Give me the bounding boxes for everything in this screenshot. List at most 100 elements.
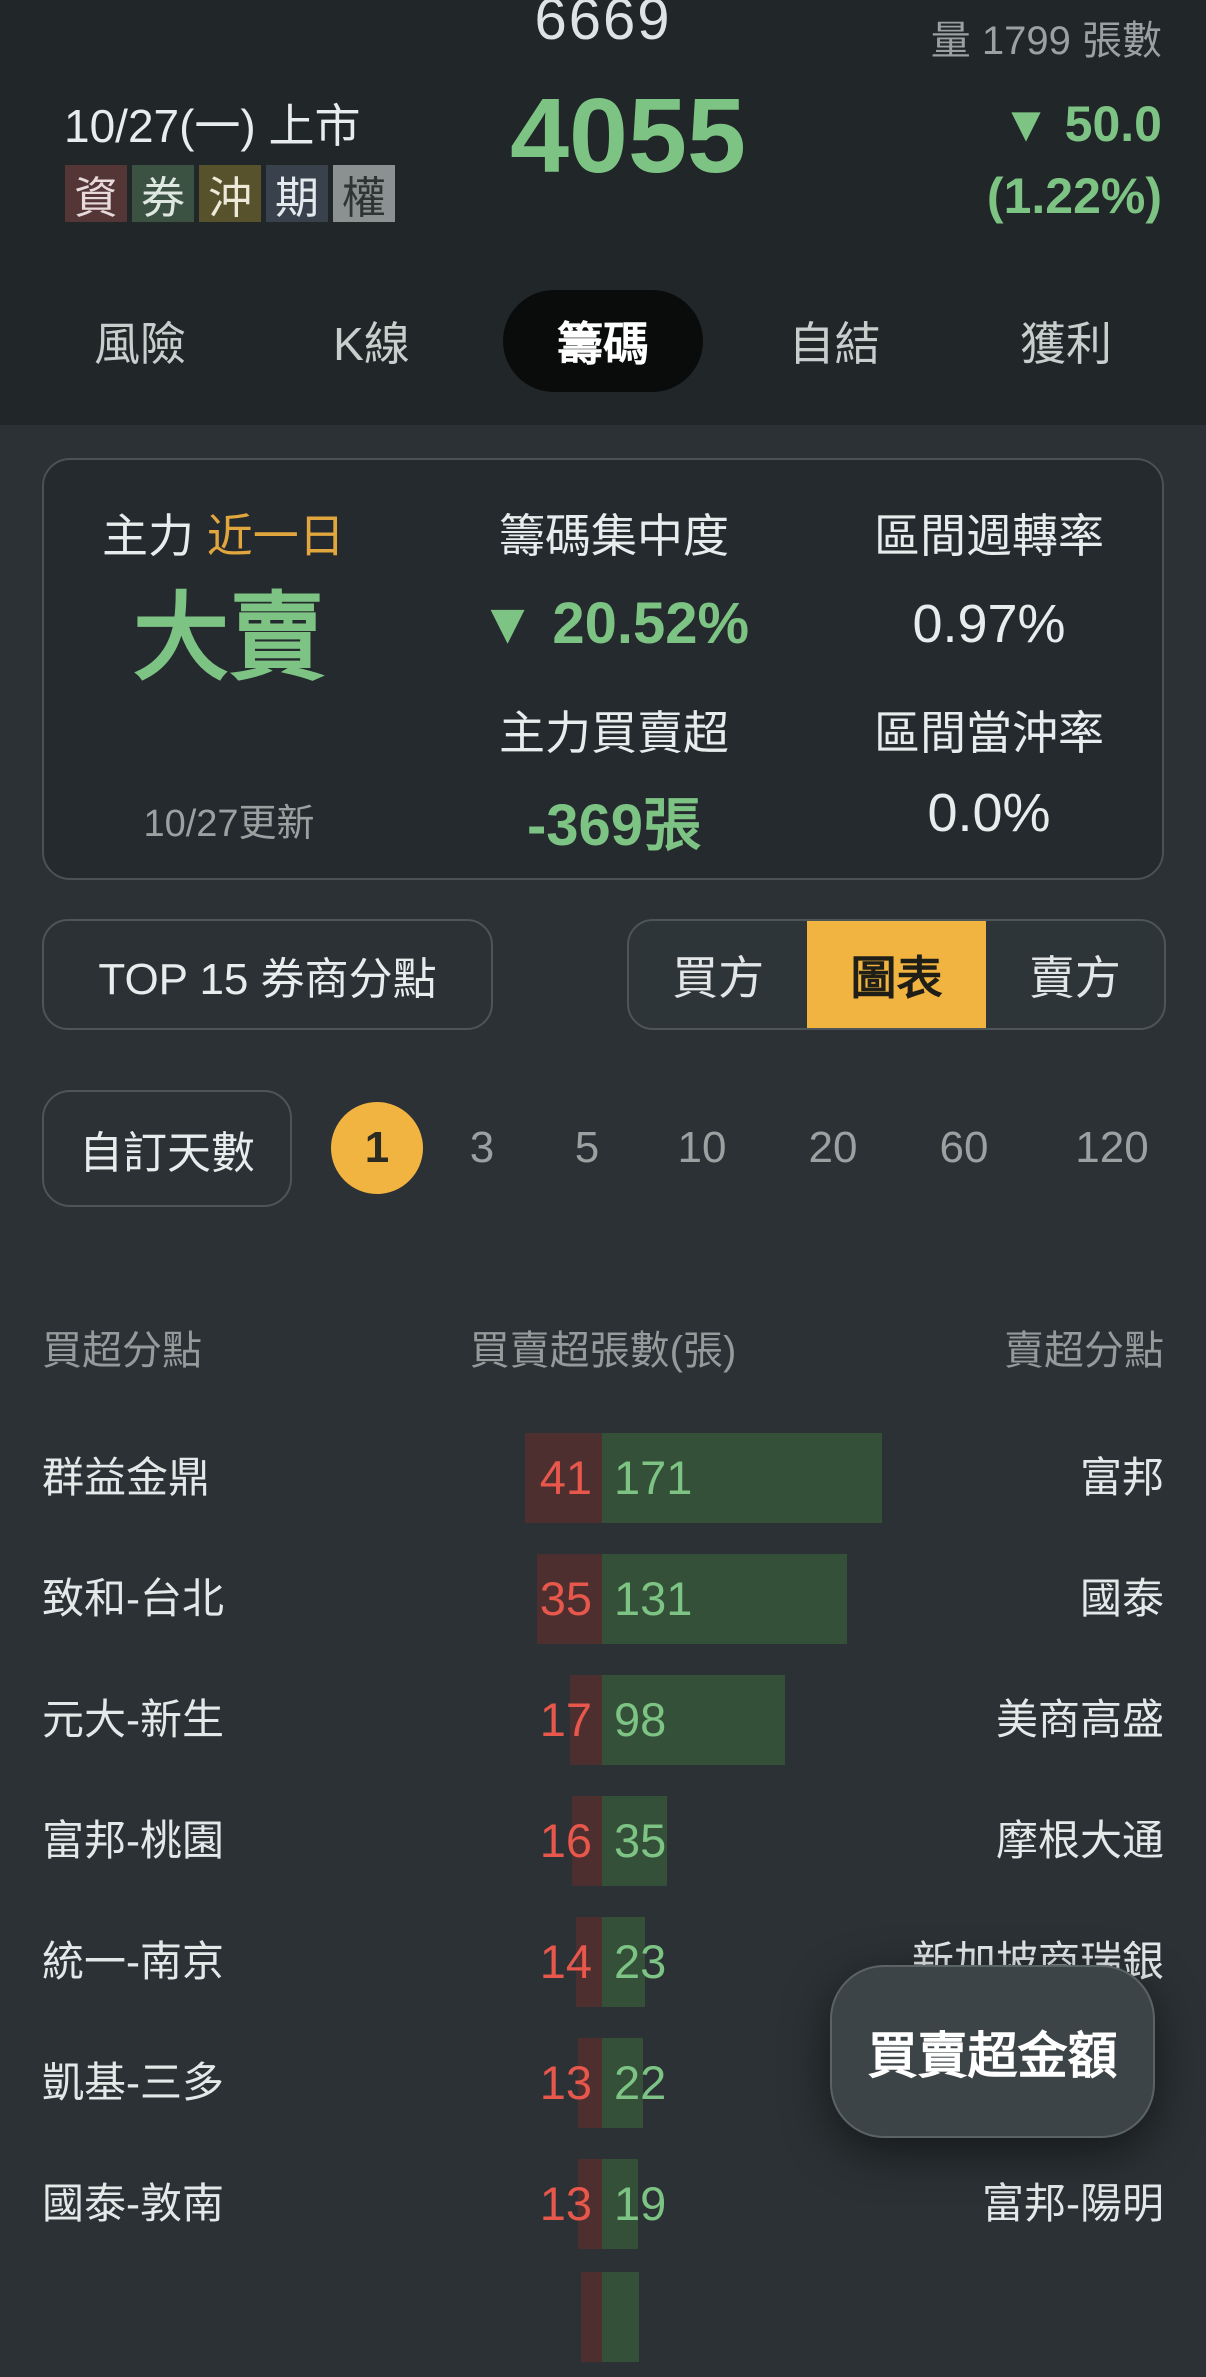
sell-value: 23: [614, 1935, 667, 1988]
stock-symbol: 6669: [534, 0, 672, 52]
buy-broker-name: 統一-南京: [42, 1938, 224, 1985]
volume-label: 量: [930, 19, 971, 63]
volume-value: 1799: [981, 19, 1071, 63]
view-mode-segmented-control: 買方 圖表 賣方: [627, 919, 1166, 1030]
sell-value: 171: [614, 1451, 693, 1504]
custom-days-button[interactable]: 自訂天數: [42, 1090, 292, 1207]
segment-sell-side[interactable]: 賣方: [1028, 951, 1121, 1004]
buy-broker-name: 致和-台北: [42, 1575, 224, 1622]
sell-bar: [602, 2159, 638, 2249]
buy-value: 13: [539, 2056, 592, 2109]
tab-chips[interactable]: 籌碼: [503, 290, 703, 392]
sell-broker-name: 國泰: [1079, 1575, 1164, 1622]
day-chip-5[interactable]: 5: [574, 1123, 600, 1172]
tab-risk[interactable]: 風險: [94, 318, 186, 370]
sell-bar: [602, 1675, 786, 1765]
buy-value: 13: [539, 2177, 592, 2230]
buy-broker-name: 群益金鼎: [42, 1454, 211, 1501]
buy-value: 41: [539, 1451, 592, 1504]
buy-bar: [572, 1796, 602, 1886]
table-row[interactable]: 富邦-桃園 16 35 摩根大通: [0, 1781, 1206, 1901]
badge-options: 權: [333, 165, 395, 223]
sell-bar: [602, 1917, 645, 2007]
sell-bar: [602, 1554, 847, 1644]
buy-bar: [536, 1554, 602, 1644]
daytrade-rate-label: 區間當沖率: [874, 707, 1104, 759]
sell-bar: [602, 1796, 668, 1886]
net-amount-floating-button[interactable]: 買賣超金額: [830, 1965, 1155, 2138]
turnover-label: 區間週轉率: [874, 510, 1104, 562]
sell-broker-name: 美商高盛: [995, 1696, 1164, 1743]
sell-value: 131: [614, 1572, 693, 1625]
segment-chart[interactable]: 圖表: [807, 921, 986, 1028]
day-chip-20[interactable]: 20: [808, 1123, 858, 1172]
sell-value: 35: [614, 1814, 667, 1867]
concentration-value: ▼ 20.52%: [389, 590, 839, 657]
main-label: 主力: [102, 510, 194, 562]
market-type: 上市: [268, 100, 361, 152]
table-row[interactable]: 元大-新生 17 98 美商高盛: [0, 1660, 1206, 1780]
change-percent: (1.22%): [986, 168, 1162, 224]
buy-bar: [581, 2272, 602, 2362]
table-row-partial[interactable]: [0, 2257, 1206, 2377]
sell-brokers-header: 賣超分點: [1004, 1329, 1164, 1373]
updated-date: 10/27更新: [143, 803, 315, 845]
badge-futures: 期: [266, 165, 328, 223]
table-row[interactable]: 群益金鼎 41 171 富邦: [0, 1418, 1206, 1538]
day-chip-120[interactable]: 120: [1075, 1123, 1149, 1172]
sell-broker-name: 摩根大通: [995, 1817, 1164, 1864]
top15-brokers-button[interactable]: TOP 15 券商分點: [42, 919, 493, 1030]
badge-margin: 資: [65, 165, 127, 223]
trade-date: 10/27(一): [64, 100, 256, 152]
table-row[interactable]: 致和-台北 35 131 國泰: [0, 1539, 1206, 1659]
buy-value: 35: [539, 1572, 592, 1625]
tab-kline[interactable]: K線: [333, 318, 410, 370]
sell-bar: [602, 2038, 644, 2128]
sell-bar: [602, 1433, 882, 1523]
down-triangle-icon: ▼: [1001, 96, 1051, 152]
turnover-value: 0.97%: [912, 594, 1066, 654]
table-row[interactable]: 國泰-敦南 13 19 富邦-陽明: [0, 2144, 1206, 2264]
change-value: 50.0: [1064, 96, 1162, 152]
margin-badges: 資 券 沖 期 權: [65, 165, 395, 223]
date-market: 10/27(一) 上市: [64, 90, 361, 156]
main-force-summary-card: 主力 近一日 大賣 10/27更新 籌碼集中度 ▼ 20.52% 主力買賣超 -…: [42, 458, 1164, 880]
net-volume-header: 買賣超張數(張): [469, 1329, 737, 1373]
daytrade-rate-value: 0.0%: [927, 783, 1051, 843]
net-buy-sell-value: -369張: [526, 793, 702, 858]
day-chip-10[interactable]: 10: [677, 1123, 727, 1172]
sell-bar: [602, 2272, 639, 2362]
period-label: 近一日: [206, 510, 345, 562]
table-row[interactable]: 凱基-三多 13 22: [0, 2023, 1206, 2143]
sell-value: 22: [614, 2056, 667, 2109]
net-buy-sell-label: 主力買賣超: [499, 707, 729, 759]
main-force-label: 主力 近一日: [102, 500, 345, 566]
tab-self-settlement[interactable]: 自結: [788, 318, 881, 370]
header: 6669 量 1799 張數 10/27(一) 上市 4055 ▼ 50.0 (…: [0, 0, 1206, 425]
buy-brokers-header: 買超分點: [42, 1329, 202, 1373]
down-triangle-icon: ▼: [478, 591, 537, 656]
volume-readout: 量 1799 張數: [931, 8, 1162, 66]
volume-unit: 張數: [1082, 19, 1162, 63]
stock-price: 4055: [510, 77, 746, 195]
buy-broker-name: 凱基-三多: [42, 2059, 224, 2106]
badge-short: 券: [132, 165, 194, 223]
buy-bar: [570, 1675, 602, 1765]
buy-broker-name: 富邦-桃園: [42, 1817, 224, 1864]
day-chip-60[interactable]: 60: [939, 1123, 989, 1172]
buy-broker-name: 國泰-敦南: [42, 2180, 224, 2227]
concentration-number: 20.52%: [552, 591, 750, 656]
segment-buy-side[interactable]: 買方: [672, 951, 765, 1004]
tab-profit[interactable]: 獲利: [1020, 318, 1112, 370]
badge-daytrade: 沖: [199, 165, 261, 223]
concentration-label: 籌碼集中度: [499, 510, 729, 562]
buy-value: 16: [539, 1814, 592, 1867]
buy-broker-name: 元大-新生: [42, 1696, 224, 1743]
day-chip-1[interactable]: 1: [331, 1102, 423, 1194]
sell-value: 98: [614, 1693, 667, 1746]
tab-bar: 風險 K線 籌碼 自結 獲利: [40, 290, 1166, 392]
buy-bar: [575, 1917, 602, 2007]
day-chip-3[interactable]: 3: [469, 1123, 495, 1172]
sell-value: 19: [614, 2177, 667, 2230]
sell-broker-name: 富邦-陽明: [982, 2180, 1164, 2227]
